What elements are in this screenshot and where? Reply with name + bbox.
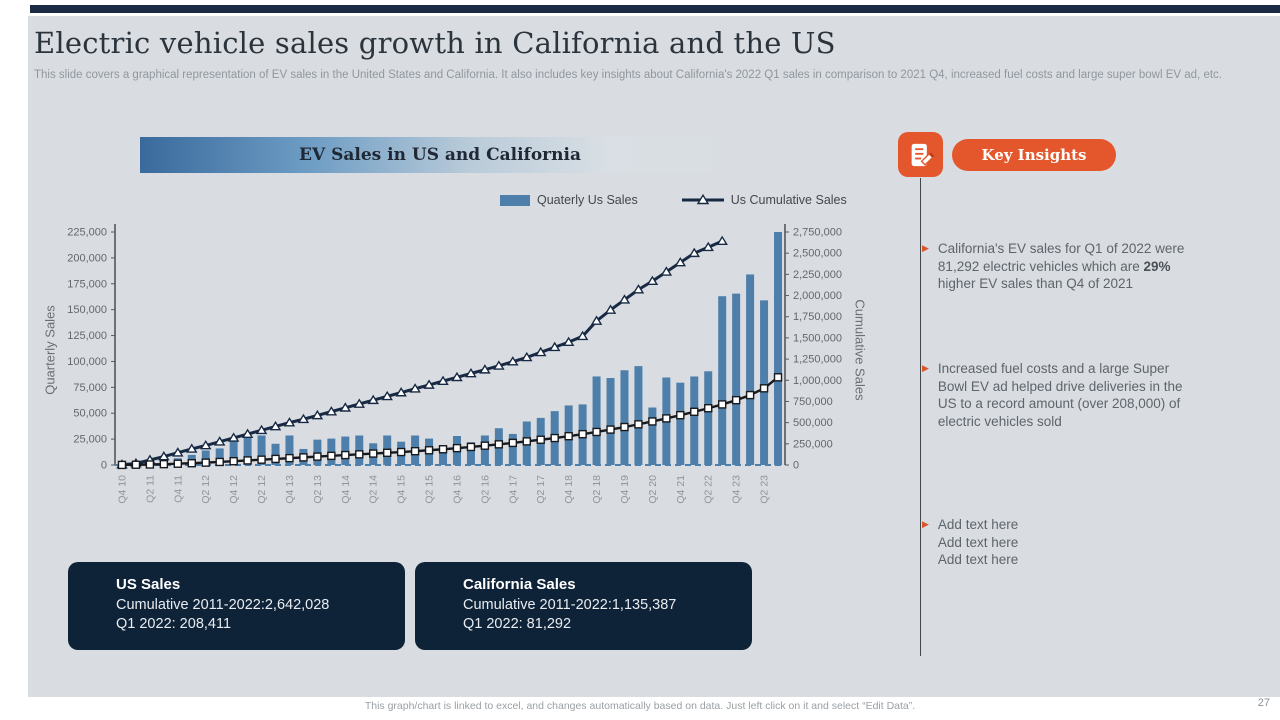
svg-text:Q4 18: Q4 18 bbox=[563, 475, 575, 504]
us-sales-card: US Sales Cumulative 2011-2022:2,642,028 … bbox=[68, 562, 405, 650]
insights-timeline-line bbox=[920, 178, 921, 656]
svg-text:Q2 16: Q2 16 bbox=[479, 475, 491, 504]
legend-label: Us Cumulative Sales bbox=[730, 193, 847, 207]
bullet-arrow-icon: ▶ bbox=[922, 363, 929, 373]
chart-legend: Quaterly Us Sales Us Cumulative Sales bbox=[500, 193, 847, 207]
svg-text:Q4 23: Q4 23 bbox=[731, 475, 743, 504]
insight-text: Add text here Add text here Add text her… bbox=[937, 517, 1019, 567]
svg-text:50,000: 50,000 bbox=[73, 408, 107, 420]
california-sales-card: California Sales Cumulative 2011-2022:1,… bbox=[415, 562, 752, 650]
chart-title: EV Sales in US and California bbox=[299, 145, 581, 165]
page-subtitle: This slide covers a graphical representa… bbox=[34, 69, 1222, 81]
svg-text:25,000: 25,000 bbox=[73, 434, 107, 446]
svg-text:Q2 18: Q2 18 bbox=[591, 475, 603, 504]
svg-text:Q2 22: Q2 22 bbox=[703, 475, 715, 504]
svg-text:2,000,000: 2,000,000 bbox=[793, 290, 842, 302]
svg-text:200,000: 200,000 bbox=[67, 252, 107, 264]
chart-title-banner: EV Sales in US and California bbox=[140, 137, 740, 173]
svg-text:100,000: 100,000 bbox=[67, 356, 107, 368]
card-cumulative: Cumulative 2011-2022:1,135,387 bbox=[463, 597, 677, 613]
svg-text:Q2 23: Q2 23 bbox=[759, 475, 771, 504]
svg-text:1,500,000: 1,500,000 bbox=[793, 332, 842, 344]
svg-text:0: 0 bbox=[793, 460, 799, 472]
card-q1: Q1 2022: 81,292 bbox=[463, 616, 572, 632]
svg-text:1,000,000: 1,000,000 bbox=[793, 375, 842, 387]
svg-text:250,000: 250,000 bbox=[793, 438, 833, 450]
bullet-arrow-icon: ▶ bbox=[922, 519, 929, 529]
svg-text:2,750,000: 2,750,000 bbox=[793, 227, 842, 239]
svg-text:125,000: 125,000 bbox=[67, 330, 107, 342]
svg-text:1,250,000: 1,250,000 bbox=[793, 354, 842, 366]
insight-text: Increased fuel costs and a large Super B… bbox=[937, 361, 1183, 429]
page-number: 27 bbox=[1257, 697, 1270, 709]
note-pencil-icon bbox=[898, 132, 943, 177]
insight-bullet-2: ▶ Increased fuel costs and a large Super… bbox=[922, 360, 1206, 430]
svg-text:Q2 12: Q2 12 bbox=[256, 475, 268, 504]
svg-text:1,750,000: 1,750,000 bbox=[793, 311, 842, 323]
svg-text:Q4 14: Q4 14 bbox=[340, 475, 352, 504]
svg-text:75,000: 75,000 bbox=[73, 382, 107, 394]
legend-item-quarterly-bars: Quaterly Us Sales bbox=[500, 193, 638, 207]
svg-text:150,000: 150,000 bbox=[67, 304, 107, 316]
insight-bullet-1: ▶ California's EV sales for Q1 of 2022 w… bbox=[922, 240, 1206, 293]
svg-text:175,000: 175,000 bbox=[67, 278, 107, 290]
page-title: Electric vehicle sales growth in Califor… bbox=[34, 26, 836, 60]
footer-note: This graph/chart is linked to excel, and… bbox=[364, 700, 916, 712]
svg-text:Q2 20: Q2 20 bbox=[647, 475, 659, 504]
insight-bullet-3: ▶ Add text here Add text here Add text h… bbox=[922, 516, 1206, 569]
legend-item-cumulative-line: Us Cumulative Sales bbox=[681, 193, 847, 207]
svg-text:Q2 17: Q2 17 bbox=[535, 475, 547, 504]
svg-text:500,000: 500,000 bbox=[793, 417, 833, 429]
svg-text:Q4 13: Q4 13 bbox=[284, 475, 296, 504]
svg-text:Q4 17: Q4 17 bbox=[507, 475, 519, 504]
line-triangle-marker-icon bbox=[681, 194, 724, 205]
svg-text:2,250,000: 2,250,000 bbox=[793, 269, 842, 281]
card-title: US Sales bbox=[116, 576, 181, 593]
svg-text:Q4 16: Q4 16 bbox=[451, 475, 463, 504]
svg-text:Q4 19: Q4 19 bbox=[619, 475, 631, 504]
svg-text:Q4 11: Q4 11 bbox=[172, 475, 184, 503]
svg-text:Q2 13: Q2 13 bbox=[312, 475, 324, 504]
card-cumulative: Cumulative 2011-2022:2,642,028 bbox=[116, 597, 330, 613]
svg-text:225,000: 225,000 bbox=[67, 227, 107, 239]
top-accent-bar bbox=[30, 5, 1280, 13]
svg-text:2,500,000: 2,500,000 bbox=[793, 248, 842, 260]
svg-text:Q4 21: Q4 21 bbox=[675, 475, 687, 504]
svg-text:Q4 10: Q4 10 bbox=[116, 475, 128, 504]
svg-text:Q2 12: Q2 12 bbox=[200, 475, 212, 504]
svg-text:0: 0 bbox=[101, 460, 107, 472]
svg-text:Q2 15: Q2 15 bbox=[424, 475, 436, 504]
bar-swatch-icon bbox=[500, 194, 530, 206]
card-title: California Sales bbox=[463, 576, 576, 593]
svg-text:Q2 14: Q2 14 bbox=[368, 475, 380, 504]
ev-sales-chart[interactable]: 0 25,000 50,000 75,000 100,000 125,000 150,000… bbox=[40, 183, 870, 533]
svg-text:Q2 11: Q2 11 bbox=[144, 475, 156, 503]
legend-label: Quaterly Us Sales bbox=[537, 193, 638, 207]
svg-text:Q4 15: Q4 15 bbox=[396, 475, 408, 504]
card-q1: Q1 2022: 208,411 bbox=[116, 616, 232, 632]
svg-text:750,000: 750,000 bbox=[793, 396, 833, 408]
key-insights-button[interactable]: Key Insights bbox=[952, 139, 1116, 171]
bullet-arrow-icon: ▶ bbox=[922, 243, 929, 253]
insight-text: California's EV sales for Q1 of 2022 wer… bbox=[937, 241, 1185, 291]
svg-text:Q4 12: Q4 12 bbox=[228, 475, 240, 504]
